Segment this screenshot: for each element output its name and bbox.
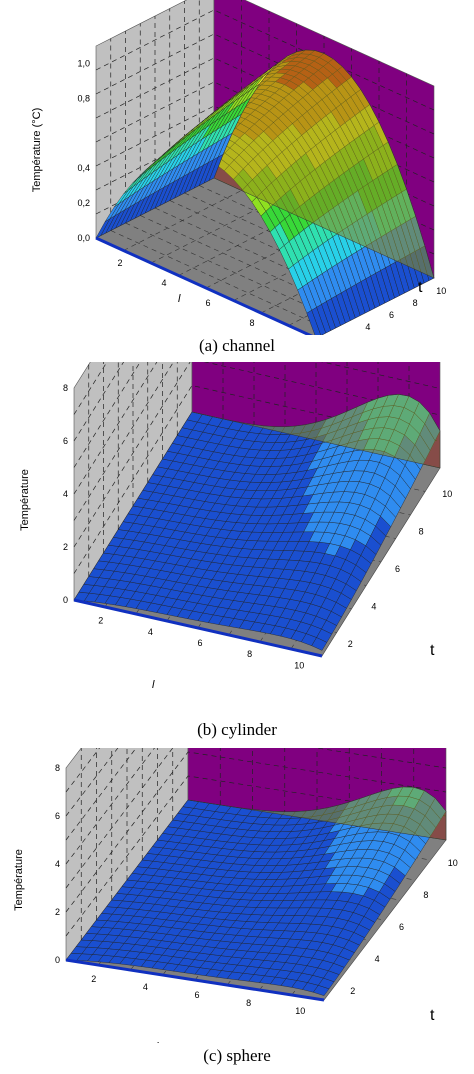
z-tick-label: 6 — [63, 436, 68, 446]
y-axis-label: t — [430, 642, 435, 659]
z-tick-label: 0,8 — [77, 93, 90, 103]
x-tick-label: 2 — [91, 974, 96, 984]
y-tick-label: 4 — [371, 602, 376, 612]
surface-front-edge — [73, 598, 323, 658]
wall-gridline — [73, 362, 124, 442]
wall-gridline — [73, 362, 440, 495]
y-tick-label: 10 — [448, 858, 458, 868]
x-tick-label: 6 — [197, 638, 202, 648]
y-tick-label: 2 — [348, 639, 353, 649]
floor-gridline — [110, 230, 331, 331]
chart-panel-c: 0 2 4 6 8 2 4 6 8 10 2 4 6 8 10 Température l t — [0, 748, 474, 1043]
y-tick-label: 8 — [413, 298, 418, 308]
y-tick-label: 8 — [423, 890, 428, 900]
z-tick-label: 0,2 — [77, 198, 90, 208]
z-tick-label: 0 — [55, 955, 60, 965]
y-tick-label: 6 — [395, 564, 400, 574]
x-tick-label: 4 — [143, 982, 148, 992]
x-tick-label: 2 — [98, 616, 103, 626]
surface-front-edge — [65, 958, 325, 1002]
z-tick-label: 0,0 — [77, 233, 90, 243]
z-tick-label: 2 — [63, 542, 68, 552]
chart-panel-b: 0 2 4 6 8 2 4 6 8 10 2 4 6 8 10 Température l t — [0, 362, 474, 717]
y-tick-label: 4 — [365, 322, 370, 332]
chart-panel-a: 0,00,20,40,81,0246810246810Température (… — [0, 0, 474, 335]
z-tick-label: 4 — [63, 489, 68, 499]
x-tick-label: 10 — [295, 1006, 305, 1016]
caption-c: (c) sphere — [203, 1046, 271, 1065]
y-tick-label: 2 — [350, 986, 355, 996]
x-tick-label: 8 — [246, 998, 251, 1008]
z-axis-label: Température — [13, 849, 25, 911]
surface-section — [191, 394, 441, 469]
caption-b: (b) cylinder — [197, 720, 277, 739]
surface-section — [213, 49, 435, 279]
z-tick-label: 4 — [55, 859, 60, 869]
z-tick-label: 2 — [55, 907, 60, 917]
z-tick-label: 6 — [55, 811, 60, 821]
wall-gridline — [65, 748, 137, 841]
y-tick-label: 8 — [419, 526, 424, 536]
wall-gridline — [65, 748, 447, 889]
z-tick-label: 1,0 — [77, 58, 90, 68]
y-tick-label: 4 — [375, 954, 380, 964]
wall-gridline — [73, 362, 441, 521]
x-tick-label: 8 — [247, 649, 252, 659]
wall-gridline — [65, 775, 447, 937]
caption-a: (a) channel — [199, 336, 275, 355]
x-tick-label: 6 — [194, 990, 199, 1000]
surface-plot-sphere: 0 2 4 6 8 2 4 6 8 10 2 4 6 8 10 Température l t — [13, 748, 458, 1043]
x-axis-label: l — [152, 679, 155, 691]
y-axis-label: t — [430, 1007, 435, 1024]
surface-plot-cylinder: 0 2 4 6 8 2 4 6 8 10 2 4 6 8 10 Température l t — [19, 362, 452, 691]
wall-gridline — [65, 748, 155, 865]
wall-gridline — [73, 362, 441, 548]
y-tick-label: 2 — [342, 334, 347, 335]
y-tick-label: 10 — [442, 489, 452, 499]
x-tick-label: 2 — [117, 258, 122, 268]
wall-gridline — [73, 362, 141, 468]
y-tick-label: 6 — [389, 310, 394, 320]
z-tick-label: 8 — [55, 763, 60, 773]
wall-gridline — [65, 751, 447, 913]
x-tick-label: 8 — [249, 318, 254, 328]
x-tick-label: 6 — [205, 298, 210, 308]
z-axis-label: Température — [19, 469, 31, 531]
z-axis-label: Température (°C) — [31, 108, 43, 192]
y-tick-label: 10 — [436, 286, 446, 296]
floor-gridline — [150, 202, 270, 264]
x-axis-label: l — [156, 1041, 159, 1043]
z-tick-label: 8 — [63, 383, 68, 393]
x-tick-label: 4 — [161, 278, 166, 288]
x-tick-label: 10 — [294, 660, 304, 670]
y-axis-label: t — [418, 279, 423, 296]
surface-plot-channel: 0,00,20,40,81,0246810246810Température (… — [31, 0, 446, 335]
x-tick-label: 4 — [148, 627, 153, 637]
z-tick-label: 0,4 — [77, 163, 90, 173]
surface-front-edge — [95, 236, 314, 335]
wall-gridline — [65, 748, 119, 817]
surface-section — [187, 786, 447, 841]
z-tick-label: 0 — [63, 595, 68, 605]
y-tick-label: 6 — [399, 922, 404, 932]
x-axis-label: l — [178, 293, 181, 305]
